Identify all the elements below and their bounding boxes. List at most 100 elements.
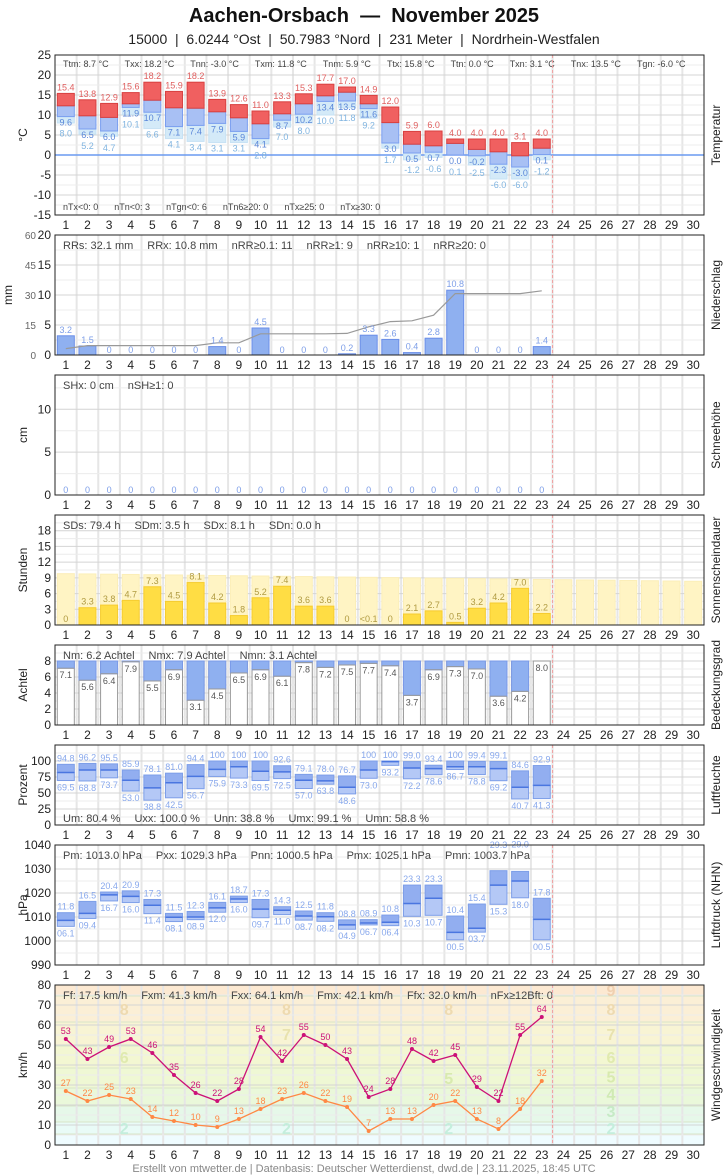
precip-label: 1.4 xyxy=(211,336,224,346)
precip-label: 2.8 xyxy=(427,327,440,337)
precip-label: 1.5 xyxy=(81,335,94,345)
x-tick-label: 11 xyxy=(276,628,289,642)
y-tick-label: 20 xyxy=(38,1098,52,1112)
panel-frame xyxy=(54,744,705,826)
ground-temp-label: 0.1 xyxy=(449,167,462,177)
x-tick-label: 6 xyxy=(171,1148,178,1162)
cloud-clear-bar xyxy=(402,660,421,696)
precip-label: 0 xyxy=(215,485,220,495)
max-label: 23.3 xyxy=(403,874,421,884)
x-tick-label: 9 xyxy=(236,828,243,842)
x-tick-label: 7 xyxy=(192,1148,199,1162)
precip-label: 0 xyxy=(345,485,350,495)
x-tick-label: 20 xyxy=(470,358,484,372)
min-temp-bar xyxy=(208,111,227,124)
max-label: 23.3 xyxy=(425,874,443,884)
mean_speed-point xyxy=(85,1099,90,1103)
x-tick-label: 13 xyxy=(319,1148,333,1162)
range-lower-box xyxy=(56,772,75,782)
y-tick-label-right-scale: 30 xyxy=(25,291,37,302)
min-temp-label: 0.1 xyxy=(535,156,548,166)
max-temp-bar xyxy=(446,138,465,144)
min-temp-bar xyxy=(100,116,119,132)
precip-label: 4.5 xyxy=(254,317,267,327)
x-tick-label: 20 xyxy=(470,498,484,512)
ground-temp-label: -1.2 xyxy=(404,165,420,175)
x-tick-label: 20 xyxy=(470,218,484,232)
min-temp-bar xyxy=(467,148,486,157)
max-label: 96.2 xyxy=(79,752,97,762)
min-label: 08.2 xyxy=(317,923,335,933)
y-tick-label: 10 xyxy=(38,288,52,302)
x-tick-label: 11 xyxy=(276,218,289,232)
mean_speed-point xyxy=(366,1129,371,1133)
panel-title: Luftdruck (NHN) xyxy=(709,862,723,949)
ground-temp-label: -1.2 xyxy=(534,167,550,177)
max-label: 08.8 xyxy=(338,909,356,919)
gust_max-label: 29 xyxy=(472,1074,482,1084)
beaufort-label: 6 xyxy=(607,1050,616,1067)
min-label: 73.3 xyxy=(230,780,248,790)
sunshine-bar xyxy=(532,612,551,626)
x-tick-label: 5 xyxy=(149,498,156,512)
min-label: 11.4 xyxy=(144,916,161,926)
min-temp-bar xyxy=(511,155,530,168)
gust_max-point xyxy=(474,1085,479,1089)
beaufort-label: 8 xyxy=(120,1002,129,1019)
x-tick-label: 18 xyxy=(427,968,441,982)
cloud-clear-bar xyxy=(467,660,486,670)
gust_max-point xyxy=(323,1043,328,1047)
x-tick-label: 16 xyxy=(384,728,398,742)
x-tick-label: 16 xyxy=(384,358,398,372)
range-lower-box xyxy=(402,903,421,917)
sunshine-label: 7.4 xyxy=(276,575,289,585)
y-tick-label: 70 xyxy=(38,998,52,1012)
cumulative-precip-line xyxy=(65,290,542,350)
sunshine-label: 5.2 xyxy=(254,587,267,597)
y-tick-label: 6 xyxy=(44,670,51,684)
max-label: 78.0 xyxy=(317,764,335,774)
mean_speed-label: 13 xyxy=(472,1106,482,1116)
x-tick-label: 10 xyxy=(254,1148,268,1162)
stat-text: Tnx: 13.5 °C xyxy=(571,59,622,69)
x-tick-label: 7 xyxy=(192,968,199,982)
sunshine-label: 4.2 xyxy=(492,592,505,602)
range-lower-box xyxy=(532,918,551,941)
range-upper-box xyxy=(121,769,140,781)
x-tick-label: 29 xyxy=(665,728,679,742)
x-tick-label: 2 xyxy=(84,728,91,742)
sunshine-label: 4.5 xyxy=(168,590,181,600)
max-temp-bar xyxy=(359,94,378,105)
x-tick-label: 3 xyxy=(106,628,113,642)
x-tick-label: 23 xyxy=(535,1148,549,1162)
stat-text: Umx: 99.1 % xyxy=(288,813,351,825)
x-tick-label: 1 xyxy=(62,498,69,512)
precip-label: 0 xyxy=(323,485,328,495)
cloud-clear-bar xyxy=(78,660,97,681)
y-tick-label: 10 xyxy=(38,402,52,416)
y-tick-label: 0 xyxy=(44,618,51,632)
y-axis-label: mm xyxy=(1,285,15,305)
max-label: 10.8 xyxy=(382,904,400,914)
x-tick-label: 24 xyxy=(557,1148,571,1162)
range-upper-box xyxy=(294,910,313,917)
x-tick-label: 25 xyxy=(578,828,592,842)
sunshine-bar xyxy=(511,587,530,626)
sunshine-label: 4.2 xyxy=(211,592,224,602)
min-label: 08.7 xyxy=(295,922,313,932)
beaufort-label: 8 xyxy=(607,1002,616,1019)
max-label: 94.4 xyxy=(187,754,205,764)
stat-text: Umn: 58.8 % xyxy=(365,813,429,825)
y-tick-label: 100 xyxy=(31,754,51,768)
min-label: 16.0 xyxy=(122,905,140,915)
mean_speed-label: 26 xyxy=(299,1080,309,1090)
x-tick-label: 22 xyxy=(513,968,527,982)
max-label: 20.9 xyxy=(122,880,140,890)
gust_max-label: 24 xyxy=(364,1084,374,1094)
gust_max-label: 46 xyxy=(147,1040,157,1050)
cloud-label: 8.0 xyxy=(535,663,548,673)
x-tick-label: 14 xyxy=(340,628,354,642)
stat-text: Txn: 3.1 °C xyxy=(510,59,556,69)
cloud-label: 5.6 xyxy=(81,682,94,692)
cloud-frame xyxy=(424,660,443,726)
